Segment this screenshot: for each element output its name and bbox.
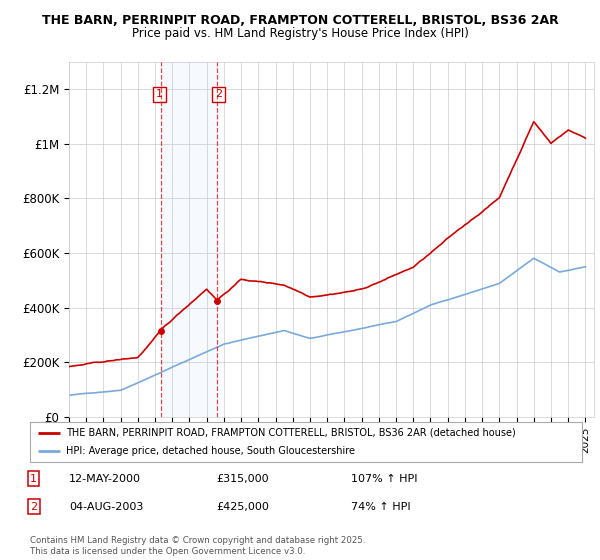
Text: 2: 2 [215, 90, 222, 100]
Text: 1: 1 [30, 474, 37, 484]
Text: 74% ↑ HPI: 74% ↑ HPI [351, 502, 410, 512]
Text: 107% ↑ HPI: 107% ↑ HPI [351, 474, 418, 484]
Text: Price paid vs. HM Land Registry's House Price Index (HPI): Price paid vs. HM Land Registry's House … [131, 27, 469, 40]
Text: 04-AUG-2003: 04-AUG-2003 [69, 502, 143, 512]
Text: £315,000: £315,000 [216, 474, 269, 484]
Text: 12-MAY-2000: 12-MAY-2000 [69, 474, 141, 484]
Bar [161, 62, 217, 417]
Text: 1: 1 [156, 90, 163, 100]
Text: THE BARN, PERRINPIT ROAD, FRAMPTON COTTERELL, BRISTOL, BS36 2AR: THE BARN, PERRINPIT ROAD, FRAMPTON COTTE… [41, 14, 559, 27]
Text: THE BARN, PERRINPIT ROAD, FRAMPTON COTTERELL, BRISTOL, BS36 2AR (detached house): THE BARN, PERRINPIT ROAD, FRAMPTON COTTE… [66, 428, 515, 437]
Text: HPI: Average price, detached house, South Gloucestershire: HPI: Average price, detached house, Sout… [66, 446, 355, 456]
Text: £425,000: £425,000 [216, 502, 269, 512]
Text: 2: 2 [30, 502, 37, 512]
Text: Contains HM Land Registry data © Crown copyright and database right 2025.
This d: Contains HM Land Registry data © Crown c… [30, 536, 365, 556]
